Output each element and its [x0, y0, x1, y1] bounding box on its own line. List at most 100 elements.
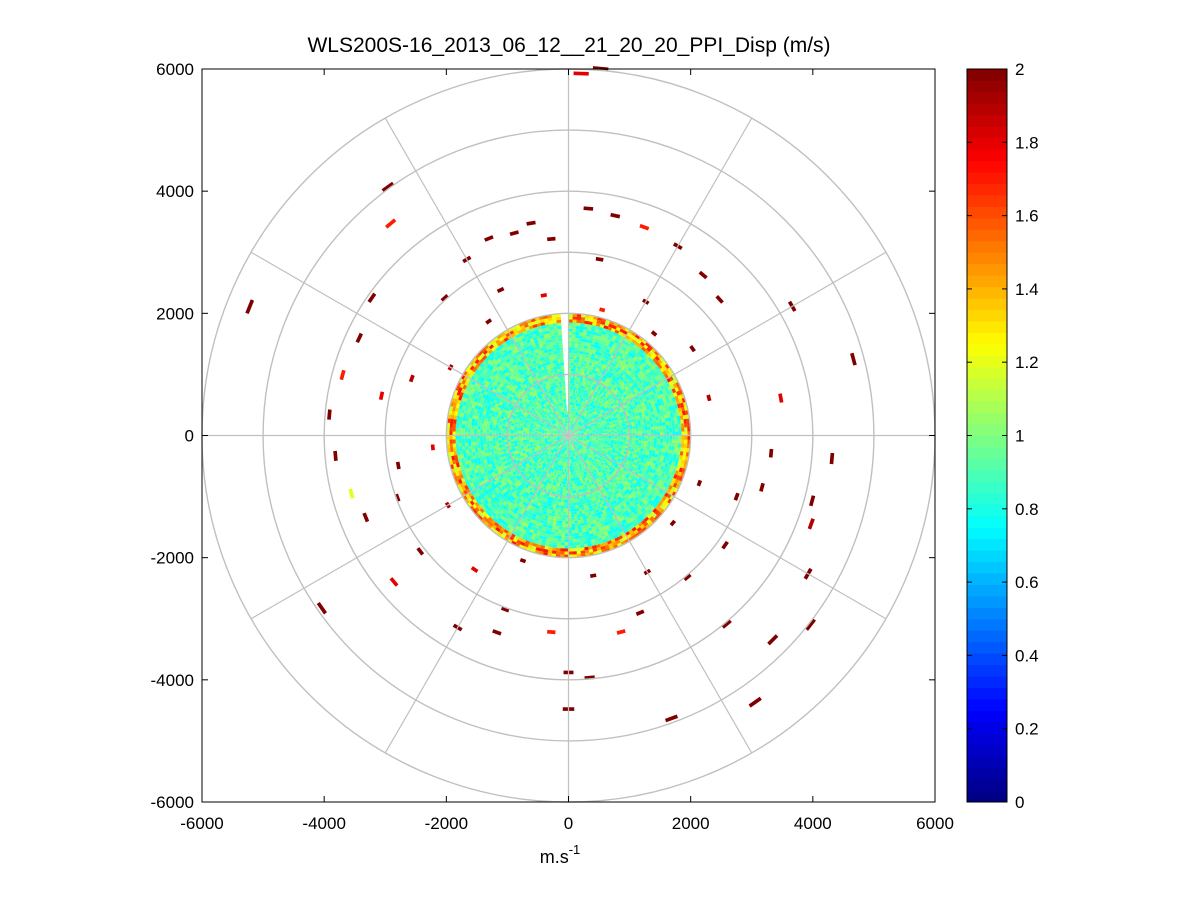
disk-cell [595, 448, 599, 452]
disk-cell [579, 407, 583, 411]
disk-cell [598, 459, 603, 464]
disk-cell [569, 441, 571, 445]
disk-cell [533, 444, 537, 447]
disk-cell [542, 400, 546, 405]
disk-cell [526, 459, 531, 463]
disk-cell [565, 475, 568, 479]
disk-cell [584, 414, 587, 418]
disk-cell [578, 400, 582, 404]
disk-cell [534, 447, 538, 451]
disk-cell [578, 445, 583, 450]
disk-cell [528, 411, 533, 415]
disk-cell [560, 411, 565, 416]
disk-cell [543, 416, 547, 420]
disk-cell [596, 446, 600, 450]
disk-cell [598, 406, 602, 411]
disk-cell [553, 394, 557, 399]
disk-cell [564, 392, 566, 397]
disk-cell [525, 456, 529, 460]
disk-cell [542, 444, 547, 447]
disk-cell [586, 463, 589, 467]
disk-cell [611, 436, 615, 439]
disk-cell [553, 466, 556, 470]
disk-cell [587, 413, 591, 417]
disk-cell [584, 453, 587, 457]
disk-cell [537, 453, 541, 456]
disk-cell [532, 456, 536, 460]
disk-cell [593, 416, 598, 420]
disk-cell [593, 398, 597, 402]
disk-cell [553, 437, 557, 441]
disk-cell [585, 473, 589, 478]
disk-cell [589, 415, 593, 419]
disk-cell [558, 337, 563, 342]
disk-cell [535, 460, 539, 465]
disk-cell [608, 432, 612, 435]
disk-cell [541, 429, 545, 432]
disk-cell [574, 480, 577, 484]
disk-cell [534, 468, 538, 472]
disk-cell [558, 341, 563, 345]
disk-cell [549, 474, 553, 478]
disk-cell [600, 444, 604, 448]
disk-cell [569, 481, 572, 485]
disk-cell [580, 438, 584, 441]
disk-cell [541, 441, 546, 444]
disk-cell [556, 425, 560, 429]
disk-cell [559, 437, 563, 440]
disk-cell [582, 454, 586, 458]
disk-cell [584, 389, 588, 394]
disk-cell [584, 415, 588, 419]
disk-cell [584, 457, 588, 461]
disk-cell [592, 394, 597, 398]
disk-cell [580, 408, 583, 412]
disk-cell [549, 444, 554, 449]
disk-cell [528, 437, 533, 440]
disk-cell [590, 400, 594, 404]
disk-cell [580, 443, 585, 447]
disk-cell [594, 443, 598, 446]
disk-cell [606, 459, 610, 464]
disk-cell [557, 406, 560, 411]
disk-cell [589, 399, 593, 403]
disk-cell [595, 471, 599, 476]
disk-cell [584, 393, 588, 397]
disk-cell [551, 478, 555, 482]
disk-cell [546, 409, 549, 413]
disk-cell [530, 459, 534, 463]
disk-cell [539, 423, 544, 427]
disk-cell [586, 408, 590, 412]
disk-cell [577, 416, 582, 421]
disk-cell [547, 451, 551, 455]
disk-cell [550, 438, 554, 442]
disk-cell [569, 441, 572, 445]
disk-cell [546, 449, 550, 453]
disk-cell [576, 464, 579, 468]
disk-cell [585, 426, 589, 430]
disk-cell [574, 402, 577, 406]
disk-cell [610, 427, 614, 430]
disk-cell [591, 404, 595, 408]
disk-cell [551, 446, 555, 450]
disk-cell [602, 420, 606, 424]
disk-cell [594, 402, 598, 407]
disk-cell [595, 459, 599, 463]
disk-cell [582, 465, 585, 470]
disk-cell [603, 463, 608, 468]
disk-cell [570, 417, 573, 421]
disk-cell [531, 436, 535, 439]
disk-cell [570, 514, 575, 518]
disk-cell [590, 407, 594, 411]
disk-cell [531, 412, 535, 416]
disk-cell [550, 431, 554, 434]
disk-cell [550, 457, 554, 461]
disk-cell [551, 395, 554, 400]
disk-cell [613, 428, 618, 431]
disk-cell [561, 439, 565, 443]
disk-cell [545, 419, 549, 422]
disk-cell [571, 443, 574, 448]
disk-cell [577, 460, 580, 465]
disk-cell [534, 413, 539, 417]
disk-cell [557, 447, 561, 452]
disk-cell [584, 396, 588, 400]
